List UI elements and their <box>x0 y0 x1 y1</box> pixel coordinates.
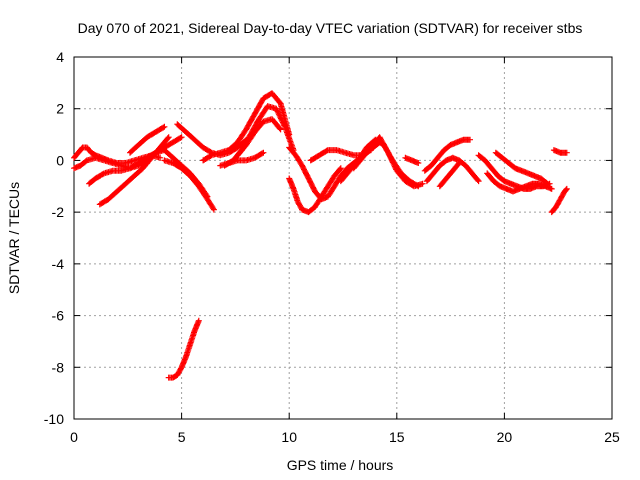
series-arc-25 <box>484 170 555 195</box>
y-tick-label: -10 <box>44 411 64 427</box>
series-arc-05 <box>127 123 168 156</box>
series-arc-21 <box>421 136 473 174</box>
series-arc-10 <box>200 90 293 164</box>
data-marks <box>484 170 555 195</box>
series-arc-15 <box>286 175 306 213</box>
series-arc-27 <box>548 185 570 216</box>
y-tick-label: -6 <box>52 308 65 324</box>
series-arc-12 <box>234 116 284 159</box>
series-arc-06 <box>135 147 211 200</box>
series-arc-28 <box>550 147 570 156</box>
x-axis-label: GPS time / hours <box>287 457 394 473</box>
series-arc-13 <box>217 149 267 169</box>
series-arc-19 <box>350 134 426 190</box>
y-tick-label: -4 <box>52 256 65 272</box>
x-tick-label: 25 <box>604 429 620 445</box>
data-marks <box>423 154 482 185</box>
series-arc-09 <box>165 317 202 381</box>
data-marks <box>402 154 422 166</box>
axes <box>73 56 613 420</box>
data-marks <box>421 136 473 174</box>
x-tick-label: 0 <box>70 429 78 445</box>
data-marks <box>299 165 344 216</box>
grid-lines <box>74 57 612 419</box>
series-arc-22 <box>423 154 482 185</box>
data-marks <box>161 157 217 213</box>
data-marks <box>217 149 267 169</box>
data-marks <box>350 134 426 190</box>
x-tick-label: 20 <box>497 429 513 445</box>
y-tick-label: 4 <box>56 49 64 65</box>
series-arc-07 <box>161 157 217 213</box>
data-marks <box>200 90 293 164</box>
data-marks <box>165 317 202 381</box>
data-marks <box>135 147 211 200</box>
data-marks <box>286 175 306 213</box>
data-series <box>71 90 570 381</box>
y-tick-label: -8 <box>52 359 65 375</box>
data-marks <box>550 147 570 156</box>
chart-title: Day 070 of 2021, Sidereal Day-to-day VTE… <box>78 20 583 36</box>
data-marks <box>436 160 463 190</box>
x-tick-label: 10 <box>281 429 297 445</box>
x-tick-label: 15 <box>389 429 405 445</box>
data-marks <box>234 116 284 159</box>
series-arc-16 <box>299 165 344 216</box>
data-marks <box>492 149 551 187</box>
plot-frame <box>73 56 613 420</box>
y-tick-label: 2 <box>56 101 64 117</box>
series-arc-20 <box>402 154 422 166</box>
y-axis-label: SDTVAR / TECUs <box>6 182 22 294</box>
data-marks <box>548 185 570 216</box>
series-arc-23 <box>436 160 463 190</box>
x-tick-label: 5 <box>178 429 186 445</box>
series-arc-26 <box>492 149 551 187</box>
data-marks <box>127 123 168 156</box>
y-tick-label: -2 <box>52 204 65 220</box>
y-tick-label: 0 <box>56 152 64 168</box>
